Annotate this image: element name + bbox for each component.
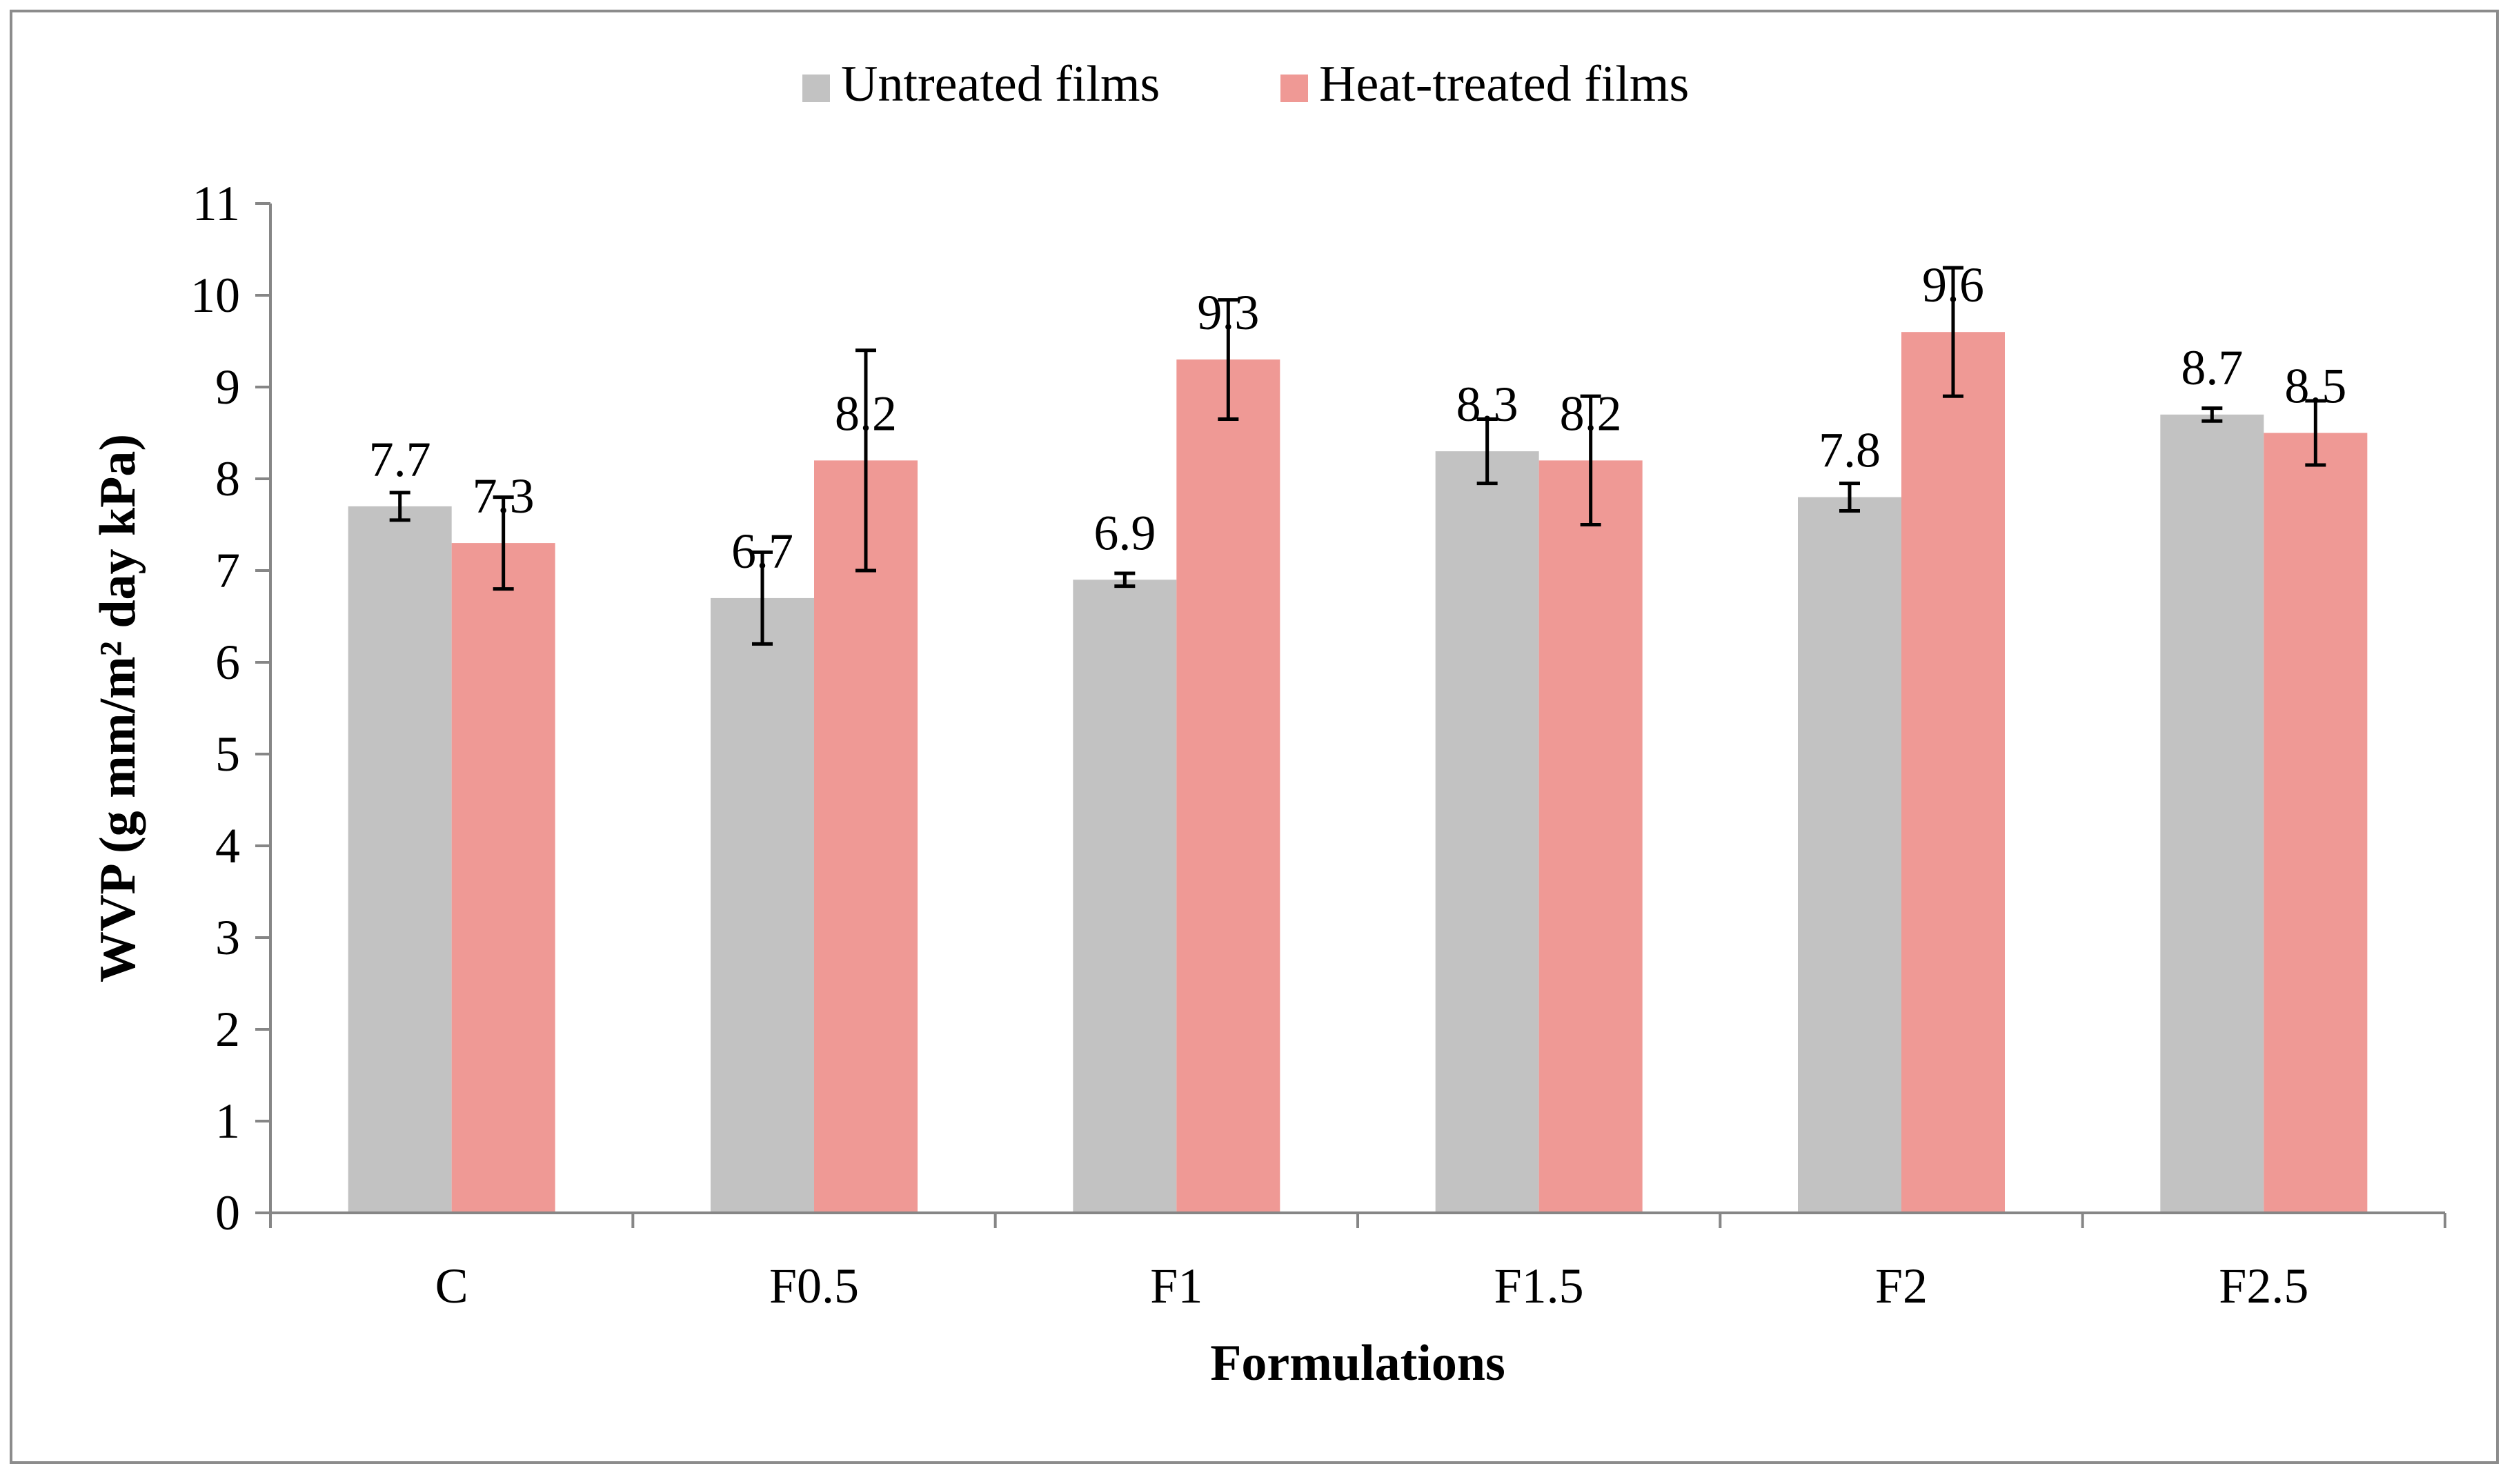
data-label: 9.3 xyxy=(1197,285,1259,340)
axes xyxy=(269,204,2445,1214)
data-label: 6.9 xyxy=(1093,505,1156,560)
bar xyxy=(711,597,814,1213)
bar xyxy=(348,506,452,1213)
y-tick-label: 5 xyxy=(215,726,240,782)
y-axis-ticks: 0 1 2 3 4 5 6 7 8 9 10 11 xyxy=(190,176,270,1240)
y-tick-label: 2 xyxy=(215,1002,240,1057)
x-tick-label: F1.5 xyxy=(1494,1258,1584,1314)
data-label: 6.7 xyxy=(731,524,793,579)
legend-swatch-heat-treated xyxy=(1280,75,1308,102)
bar xyxy=(814,460,918,1213)
x-tick-label: F2 xyxy=(1875,1258,1928,1314)
y-tick-label: 8 xyxy=(215,451,240,506)
bars xyxy=(348,332,2368,1214)
legend-swatch-untreated xyxy=(802,75,830,102)
y-tick-label: 11 xyxy=(192,176,240,231)
y-tick-label: 1 xyxy=(215,1094,240,1149)
x-tick-label: C xyxy=(435,1258,468,1314)
y-tick-label: 7 xyxy=(215,543,240,598)
y-tick-label: 0 xyxy=(215,1185,240,1240)
bar xyxy=(1435,451,1539,1213)
x-axis-title: Formulations xyxy=(1210,1335,1505,1392)
data-label: 7.7 xyxy=(369,432,431,487)
bar xyxy=(2264,433,2368,1213)
bar xyxy=(1073,580,1177,1213)
y-tick-label: 4 xyxy=(215,818,240,873)
legend: Untreated films Heat-treated films xyxy=(802,56,1689,112)
bar xyxy=(1798,497,1901,1213)
x-tick-label: F2.5 xyxy=(2219,1258,2308,1314)
x-axis-ticks: C F0.5 F1 F1.5 F2 F2.5 xyxy=(269,1213,2446,1314)
y-tick-label: 6 xyxy=(215,635,240,690)
data-label: 8.2 xyxy=(835,386,897,441)
legend-label-heat-treated: Heat-treated films xyxy=(1319,56,1689,112)
bar xyxy=(2160,414,2264,1213)
y-tick-label: 9 xyxy=(215,359,240,415)
data-label: 9.6 xyxy=(1922,257,1984,313)
bar xyxy=(1538,460,1643,1213)
y-tick-label: 3 xyxy=(215,910,240,965)
x-tick-label: F1 xyxy=(1150,1258,1202,1314)
data-label: 8.2 xyxy=(1560,386,1622,441)
data-label: 8.5 xyxy=(2284,359,2346,414)
bar xyxy=(1176,359,1280,1213)
y-axis-title: WVP (g mm/m² day kPa) xyxy=(90,434,146,982)
data-labels: 7.7 6.7 6.9 8.3 7.8 8.7 7.3 8.2 9.3 8.2 9.6 8.5 xyxy=(369,257,2347,579)
error-bars xyxy=(389,266,2326,646)
data-label: 8.3 xyxy=(1456,377,1518,432)
legend-label-untreated: Untreated films xyxy=(841,56,1160,112)
data-label: 7.3 xyxy=(473,468,535,524)
bar xyxy=(1901,332,2005,1214)
y-tick-label: 10 xyxy=(190,268,240,323)
data-label: 7.8 xyxy=(1819,423,1881,478)
bar xyxy=(451,543,555,1213)
data-label: 8.7 xyxy=(2181,340,2243,395)
x-tick-label: F0.5 xyxy=(769,1258,859,1314)
